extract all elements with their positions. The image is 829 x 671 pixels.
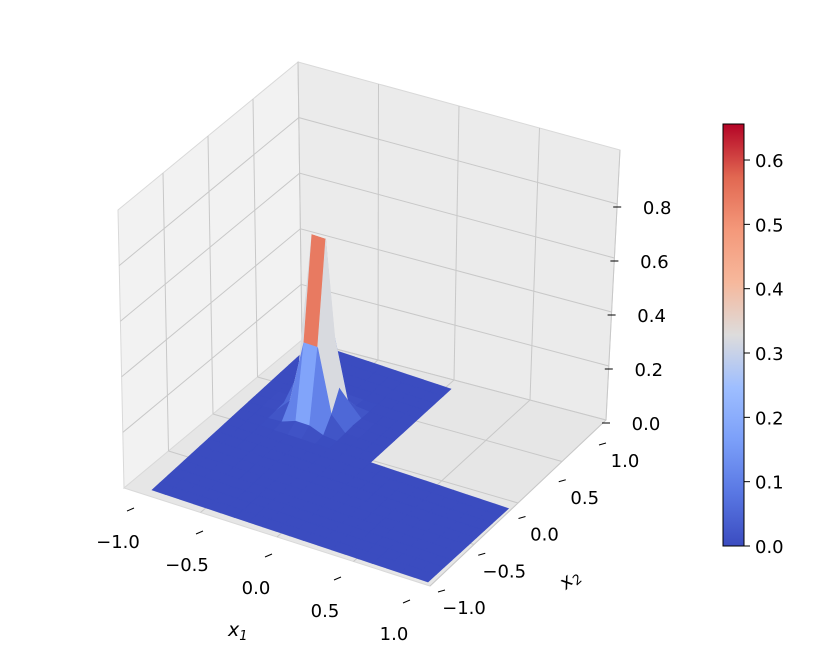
colorbar-tick-label: 0.5: [755, 215, 784, 236]
y-tick-label: 0.0: [530, 525, 559, 546]
grid-line: [301, 339, 607, 421]
grid-line: [122, 283, 609, 433]
surface-cell: [413, 569, 437, 583]
x-tick-label: 0.5: [311, 601, 340, 622]
y-axis-label: x2: [554, 564, 586, 596]
x-tick-mark: [126, 507, 135, 512]
z-tick-label: 0.6: [640, 252, 669, 273]
y-tick-label: 0.5: [570, 488, 599, 509]
z-tick-label: 0.8: [643, 198, 672, 219]
colorbar-tick-label: 0.0: [755, 537, 784, 558]
surface-mesh: [151, 234, 510, 583]
x-tick-label: −1.0: [96, 532, 140, 553]
grid-line: [377, 83, 379, 361]
z-tick-label: 0.4: [637, 306, 666, 327]
colorbar-tick-label: 0.1: [755, 473, 784, 494]
z-tick-label: 0.0: [632, 414, 661, 435]
y-tick-label: −0.5: [482, 561, 526, 582]
y-tick-mark: [558, 479, 566, 483]
colorbar-gradient: [722, 123, 745, 547]
y-tick-mark: [518, 516, 526, 519]
x-tick-label: 1.0: [380, 624, 409, 645]
colorbar-tick-label: 0.6: [755, 151, 784, 172]
x-tick-mark: [402, 599, 411, 604]
grid-line: [605, 149, 621, 421]
grid-line: [297, 61, 303, 341]
grid-line: [121, 228, 612, 378]
grid-line: [429, 419, 607, 587]
x-tick-mark: [195, 530, 204, 535]
colorbar-tick-label: 0.4: [755, 280, 784, 301]
y-tick-label: −1.0: [442, 598, 486, 619]
colorbar: 0.0 0.1 0.2 0.3 0.4 0.5 0.6: [722, 123, 784, 558]
x-tick-mark: [264, 553, 273, 558]
axes-ticks: −1.0−0.50.00.51.0−1.0−0.50.00.51.00.00.2…: [96, 198, 671, 645]
colorbar-tick-label: 0.3: [755, 344, 784, 365]
x-tick-mark: [333, 576, 342, 581]
grid-line: [162, 172, 169, 452]
grid-line: [207, 135, 214, 415]
x-tick-label: −0.5: [165, 555, 209, 576]
grid-line: [453, 105, 460, 381]
x-tick-label: 0.0: [242, 578, 271, 599]
grid-line: [120, 172, 615, 322]
grid-line: [118, 117, 618, 266]
z-tick-label: 0.2: [634, 360, 663, 381]
y-tick-label: 1.0: [611, 451, 640, 472]
grid-line: [252, 98, 258, 378]
colorbar-ticks: 0.0 0.1 0.2 0.3 0.4 0.5 0.6: [744, 151, 784, 558]
y-tick-mark: [478, 552, 486, 556]
x-axis-label: x1: [227, 619, 248, 644]
grid-line: [529, 127, 540, 401]
y-tick-mark: [437, 589, 446, 593]
y-tick-mark: [598, 442, 607, 446]
colorbar-tick-label: 0.2: [755, 408, 784, 429]
